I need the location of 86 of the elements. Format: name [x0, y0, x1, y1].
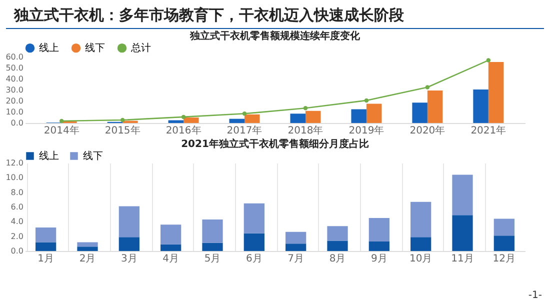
bar: [368, 218, 390, 242]
y-tick-label: 0.0: [10, 118, 24, 128]
legend-label: 线上: [39, 150, 59, 162]
x-tick-label: 2018年: [288, 124, 324, 136]
y-tick-label: 20.0: [6, 96, 24, 106]
y-tick-label: 60.0: [6, 52, 24, 62]
bar: [160, 244, 182, 251]
text: -1-: [528, 290, 542, 301]
y-tick-label: 50.0: [6, 64, 24, 72]
x-tick-label: 2016年: [166, 124, 202, 136]
bar: [244, 233, 264, 251]
point: [59, 118, 64, 124]
x-tick-label: 1月: [38, 254, 54, 264]
bar: [229, 118, 245, 123]
y-tick-label: 40.0: [6, 74, 24, 84]
bar: [202, 219, 223, 243]
x-tick-label: 2021年: [470, 124, 506, 136]
point: [364, 98, 369, 103]
bar: [202, 242, 223, 251]
point: [303, 106, 308, 110]
y-tick-label: 2.0: [10, 232, 24, 241]
x-tick-label: 5月: [204, 254, 221, 264]
bar: [494, 218, 514, 236]
x-tick-label: 2017年: [226, 124, 262, 136]
bar: [412, 102, 428, 123]
point: [486, 58, 491, 62]
bar: [368, 241, 390, 251]
bar: [160, 224, 182, 244]
bar: [77, 242, 98, 247]
bar: [118, 237, 140, 251]
chart-title: 独立式干衣机零售额规模连续年度变化: [189, 30, 361, 42]
bar: [36, 228, 56, 242]
legend-label: 线上: [39, 42, 59, 54]
x-tick-label: 11月: [451, 254, 474, 264]
x-tick-label: 6月: [246, 254, 262, 264]
point: [242, 112, 247, 116]
text: 独立式干衣机：多年市场教育下，干衣机迈入快速成长阶段: [6, 0, 544, 29]
bar: [366, 104, 382, 123]
y-tick-label: 10.0: [6, 108, 24, 116]
bar: [305, 110, 321, 123]
point: [120, 118, 125, 122]
bar: [410, 202, 432, 238]
bar: [494, 236, 514, 251]
bar: [244, 203, 264, 234]
y-tick-label: 10.0: [6, 173, 24, 182]
x-tick-label: 4月: [162, 254, 180, 264]
x-tick-label: 2014年: [44, 124, 80, 136]
x-tick-label: 7月: [288, 254, 304, 264]
bar: [452, 215, 473, 251]
bar: [286, 232, 306, 244]
y-tick-label: 30.0: [6, 86, 24, 94]
x-tick-label: 3月: [120, 254, 138, 264]
point: [181, 114, 186, 120]
bar: [327, 226, 348, 241]
x-tick-label: 8月: [329, 254, 346, 264]
y-tick-label: 4.0: [10, 217, 24, 226]
x-tick-label: 2020年: [410, 124, 446, 136]
bar: [244, 114, 260, 123]
bar: [184, 118, 199, 123]
bar: [36, 242, 56, 251]
bar: [290, 114, 306, 123]
bar: [77, 246, 98, 251]
bar: [488, 62, 504, 123]
point: [425, 85, 430, 90]
bar: [452, 174, 473, 216]
legend-label: 线下: [85, 42, 105, 54]
chart-title: 2021年独立式干衣机零售额细分月度占比: [181, 138, 369, 150]
bar: [410, 237, 432, 251]
bar: [351, 109, 366, 123]
x-tick-label: 10月: [409, 254, 432, 264]
legend-label: 线下: [83, 150, 103, 162]
x-tick-label: 2015年: [104, 124, 140, 136]
y-tick-label: 8.0: [10, 188, 24, 197]
bar: [473, 89, 488, 123]
y-tick-label: 0.0: [10, 246, 24, 256]
bar: [327, 240, 348, 251]
bar: [427, 90, 443, 123]
x-tick-label: 2019年: [348, 124, 384, 136]
x-tick-label: 2月: [79, 254, 96, 264]
legend-label: 总计: [130, 42, 151, 54]
bar: [286, 244, 306, 251]
x-tick-label: 12月: [492, 254, 516, 264]
y-tick-label: 6.0: [10, 202, 24, 212]
bar: [118, 206, 140, 238]
x-tick-label: 9月: [370, 254, 388, 264]
y-tick-label: 12.0: [6, 158, 24, 168]
